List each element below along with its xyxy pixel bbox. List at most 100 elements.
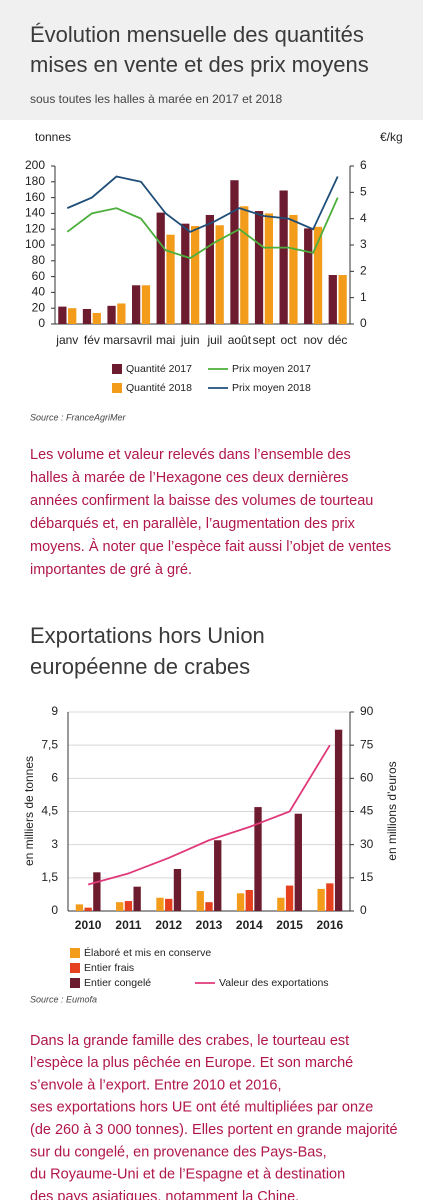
legend-swatch xyxy=(70,963,80,973)
paragraph-line: (de 260 à 3 000 tonnes). Elles portent e… xyxy=(30,1122,398,1138)
bar xyxy=(230,180,239,324)
y2-tick-label: 6 xyxy=(360,158,367,172)
y2-tick-label: 3 xyxy=(360,237,367,251)
bar xyxy=(277,897,285,911)
x-tick-label: août xyxy=(228,333,252,347)
y-tick-label: 9 xyxy=(51,704,58,718)
bar xyxy=(133,886,141,911)
bar xyxy=(190,226,200,324)
bar xyxy=(205,902,213,911)
legend-label: Élaboré et mis en conserve xyxy=(84,946,211,959)
y-tick-label: 0 xyxy=(51,903,58,917)
legend-label: Entier frais xyxy=(84,962,134,974)
y2-tick-label: 0 xyxy=(360,316,367,330)
bar xyxy=(304,228,313,324)
bar xyxy=(92,312,101,324)
bar xyxy=(279,190,288,324)
y2-tick-label: 4 xyxy=(360,211,367,225)
x-tick-label: juil xyxy=(206,333,222,347)
x-tick-label: nov xyxy=(303,333,322,347)
bar xyxy=(165,898,173,911)
paragraph-line: s’envole à l’export. Entre 2010 et 2016, xyxy=(30,1077,282,1093)
y2-tick-label: 30 xyxy=(360,837,374,851)
bar xyxy=(84,907,92,911)
y2-tick-label: 15 xyxy=(360,870,374,884)
legend-swatch xyxy=(112,364,122,374)
legend-label: Entier congelé xyxy=(84,977,151,989)
legend-swatch xyxy=(70,978,80,988)
y-tick-label: 20 xyxy=(32,300,46,314)
bar xyxy=(141,285,151,324)
bar xyxy=(326,883,334,911)
bar xyxy=(214,840,222,911)
legend-swatch xyxy=(70,948,80,958)
paragraph-line: des pays asiatiques, notamment la Chine. xyxy=(30,1189,299,1200)
y-tick-label: 140 xyxy=(25,206,45,220)
x-tick-label: 2014 xyxy=(236,918,263,932)
legend-label: Quantité 2017 xyxy=(126,363,192,375)
y2-axis-label: en millions d’euros xyxy=(385,761,399,860)
y2-tick-label: 45 xyxy=(360,804,374,818)
bar xyxy=(117,303,126,324)
bar xyxy=(245,889,253,911)
x-tick-label: oct xyxy=(281,333,298,347)
chart-title: mises en vente et des prix moyens xyxy=(30,52,369,77)
paragraph-line: Les volume et valeur relevés dans l’ense… xyxy=(30,447,351,463)
bar xyxy=(173,868,182,911)
y2-tick-label: 5 xyxy=(360,185,367,199)
x-tick-label: déc xyxy=(328,333,347,347)
y2-tick-label: 75 xyxy=(360,737,374,751)
x-tick-label: 2015 xyxy=(276,918,303,932)
bar xyxy=(156,897,164,911)
chart-title: Exportations hors Union xyxy=(30,623,265,648)
y-tick-label: 200 xyxy=(25,158,45,172)
x-tick-label: 2013 xyxy=(196,918,223,932)
bar xyxy=(68,308,77,324)
source: Source : FranceAgriMer xyxy=(30,412,127,422)
x-tick-label: fév xyxy=(84,333,100,347)
legend-label: Valeur des exportations xyxy=(219,977,329,989)
bar xyxy=(166,234,175,324)
y-axis-label: tonnes xyxy=(35,130,71,144)
legend-label: Prix moyen 2017 xyxy=(232,363,311,375)
bar xyxy=(254,807,262,911)
y-axis-label: en milliers de tonnes xyxy=(22,756,36,866)
y-tick-label: 80 xyxy=(32,253,46,267)
bar xyxy=(107,305,116,324)
paragraph-line: l’espèce la plus pêchée en Europe. Et so… xyxy=(30,1055,353,1071)
x-tick-label: juin xyxy=(180,333,200,347)
legend-label: Quantité 2018 xyxy=(126,382,192,394)
x-tick-label: sept xyxy=(253,333,276,347)
bar xyxy=(205,214,215,324)
paragraph-line: du Royaume-Uni et de l’Espagne et à dest… xyxy=(30,1167,345,1183)
bar xyxy=(181,223,190,324)
bar xyxy=(82,308,92,324)
paragraph-line: sur du congelé, en provenance des Pays-B… xyxy=(30,1144,327,1160)
header-band xyxy=(0,0,423,120)
bar xyxy=(240,206,249,324)
y-tick-label: 40 xyxy=(32,285,46,299)
x-tick-label: avril xyxy=(130,333,152,347)
x-tick-label: 2012 xyxy=(155,918,182,932)
source: Source : Eumofa xyxy=(30,994,97,1004)
y-tick-label: 3 xyxy=(51,837,58,851)
paragraph-line: ses exportations hors UE ont été multipl… xyxy=(30,1100,373,1116)
bar xyxy=(93,872,101,911)
y-tick-label: 120 xyxy=(25,221,45,235)
bar xyxy=(58,306,67,324)
y-tick-label: 1,5 xyxy=(41,870,58,884)
y2-tick-label: 90 xyxy=(360,704,374,718)
y2-tick-label: 0 xyxy=(360,903,367,917)
y-tick-label: 160 xyxy=(25,190,45,204)
paragraph-line: années confirment la baisse des volumes … xyxy=(30,493,373,509)
line xyxy=(66,175,339,233)
y2-tick-label: 2 xyxy=(360,264,367,278)
bar xyxy=(236,893,245,911)
y-tick-label: 100 xyxy=(25,237,45,251)
line xyxy=(66,197,339,260)
bar xyxy=(75,904,84,911)
y-tick-label: 6 xyxy=(51,771,58,785)
y2-tick-label: 60 xyxy=(360,771,374,785)
